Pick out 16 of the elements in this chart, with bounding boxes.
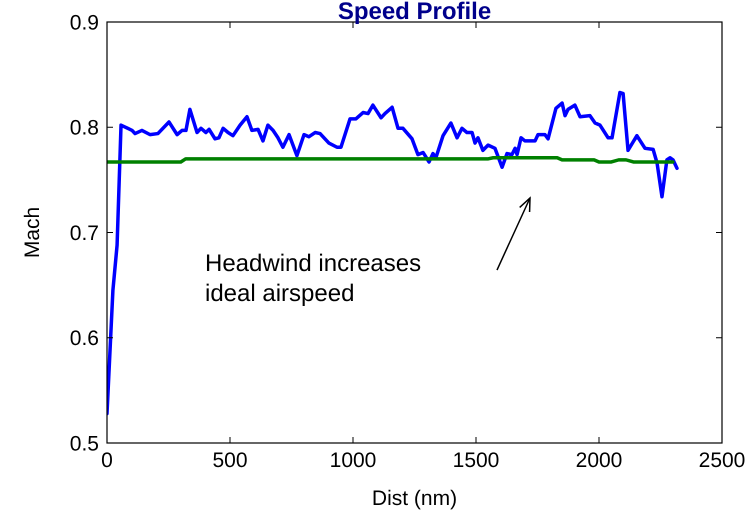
y-axis-title: Mach (21, 206, 44, 258)
x-tick-label: 0 (101, 449, 113, 472)
x-tick-label: 500 (212, 449, 248, 472)
x-tick-label: 1000 (330, 449, 376, 472)
y-tick-label: 0.8 (70, 116, 99, 140)
y-tick-label: 0.6 (70, 327, 99, 350)
chart-title: Speed Profile (338, 0, 492, 25)
y-tick-label: 0.7 (70, 222, 99, 245)
line-series (107, 90, 679, 416)
x-tick-label: 2500 (698, 449, 746, 472)
annotation: Headwind increases ideal airspeed (205, 250, 422, 307)
x-tick-label: 2000 (576, 449, 622, 472)
y-tick-label: 0.9 (70, 11, 99, 34)
y-tick-label: 0.5 (70, 432, 99, 456)
x-tick-label: 1500 (452, 449, 500, 472)
x-axis-title: Dist (nm) (372, 487, 458, 510)
